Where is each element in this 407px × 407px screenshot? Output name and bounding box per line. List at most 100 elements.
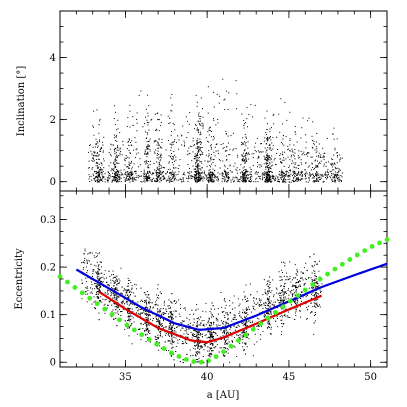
inclination-point [331, 163, 333, 165]
eccentricity-point [152, 307, 154, 309]
eccentricity-point [86, 287, 88, 289]
eccentricity-point [108, 270, 110, 272]
inclination-point [244, 156, 246, 158]
eccentricity-point [117, 282, 119, 284]
inclination-point [174, 139, 176, 141]
inclination-point [186, 154, 188, 156]
inclination-point [163, 175, 165, 177]
inclination-point [102, 144, 104, 146]
inclination-point [207, 112, 209, 114]
eccentricity-point [249, 321, 251, 323]
eccentricity-point [146, 329, 148, 331]
inclination-point [98, 132, 100, 134]
eccentricity-point [289, 276, 291, 278]
eccentricity-point [209, 335, 211, 337]
eccentricity-point [263, 302, 265, 304]
inclination-point [116, 173, 118, 175]
eccentricity-point [159, 334, 161, 336]
inclination-point [197, 180, 199, 182]
eccentricity-point [305, 262, 307, 264]
eccentricity-point [113, 318, 115, 320]
eccentricity-point [162, 319, 164, 321]
inclination-point [113, 163, 115, 165]
eccentricity-point [203, 320, 205, 322]
eccentricity-point [170, 315, 172, 317]
eccentricity-point [117, 306, 119, 308]
inclination-point [261, 173, 263, 175]
inclination-point [107, 181, 109, 183]
eccentricity-point [146, 326, 148, 328]
eccentricity-point [246, 297, 248, 299]
eccentricity-point [288, 294, 290, 296]
inclination-point [158, 171, 160, 173]
inclination-point [195, 181, 197, 183]
inclination-point [280, 161, 282, 163]
inclination-point [244, 180, 246, 182]
eccentricity-point [312, 292, 314, 294]
inclination-point [96, 167, 98, 169]
eccentricity-point [314, 314, 316, 316]
inclination-point [100, 150, 102, 152]
eccentricity-point [92, 288, 94, 290]
inclination-point [136, 130, 138, 132]
inclination-point [292, 171, 294, 173]
inclination-point [266, 177, 268, 179]
inclination-point [172, 141, 174, 143]
eccentricity-point [299, 285, 301, 287]
eccentricity-point [196, 333, 198, 335]
inclination-point [143, 175, 145, 177]
eccentricity-point [170, 318, 172, 320]
eccentricity-point [149, 308, 151, 310]
eccentricity-point [210, 333, 212, 335]
inclination-point [266, 180, 268, 182]
inclination-point [190, 177, 192, 179]
inclination-point [313, 142, 315, 144]
inclination-point [153, 177, 155, 179]
inclination-point [312, 181, 314, 183]
inclination-point [270, 139, 272, 141]
eccentricity-point [221, 306, 223, 308]
inclination-point [269, 131, 271, 133]
inclination-point [91, 157, 93, 159]
eccentricity-point [267, 302, 269, 304]
inclination-point [246, 171, 248, 173]
inclination-point [161, 141, 163, 143]
inclination-point [244, 172, 246, 174]
inclination-point [250, 171, 252, 173]
inclination-point [210, 173, 212, 175]
eccentricity-point [131, 343, 133, 345]
eccentricity-point [86, 301, 88, 303]
inclination-point [115, 136, 117, 138]
inclination-point [262, 177, 264, 179]
inclination-point [215, 150, 217, 152]
inclination-point [196, 159, 198, 161]
inclination-point [217, 180, 219, 182]
inclination-point [298, 178, 300, 180]
eccentricity-point [225, 337, 227, 339]
inclination-point [202, 152, 204, 154]
inclination-point [147, 166, 149, 168]
eccentricity-point [264, 289, 266, 291]
inclination-point [135, 153, 137, 155]
inclination-point [270, 175, 272, 177]
eccentricity-point [225, 328, 227, 330]
inclination-point [315, 180, 317, 182]
eccentricity-point [244, 321, 246, 323]
eccentricity-point [129, 294, 131, 296]
eccentricity-point [202, 310, 204, 312]
eccentricity-point [224, 331, 226, 333]
eccentricity-point [303, 283, 305, 285]
inclination-point [273, 177, 275, 179]
inclination-point [197, 152, 199, 154]
eccentricity-point [223, 314, 225, 316]
eccentricity-point [193, 336, 195, 338]
inclination-point [224, 166, 226, 168]
inclination-point [244, 174, 246, 176]
eccentricity-point [220, 320, 222, 322]
inclination-point [292, 170, 294, 172]
eccentricity-point [139, 313, 141, 315]
top-ytick-label: 2 [50, 115, 56, 126]
eccentricity-point [162, 312, 164, 314]
eccentricity-point [127, 308, 129, 310]
inclination-point [115, 168, 117, 170]
